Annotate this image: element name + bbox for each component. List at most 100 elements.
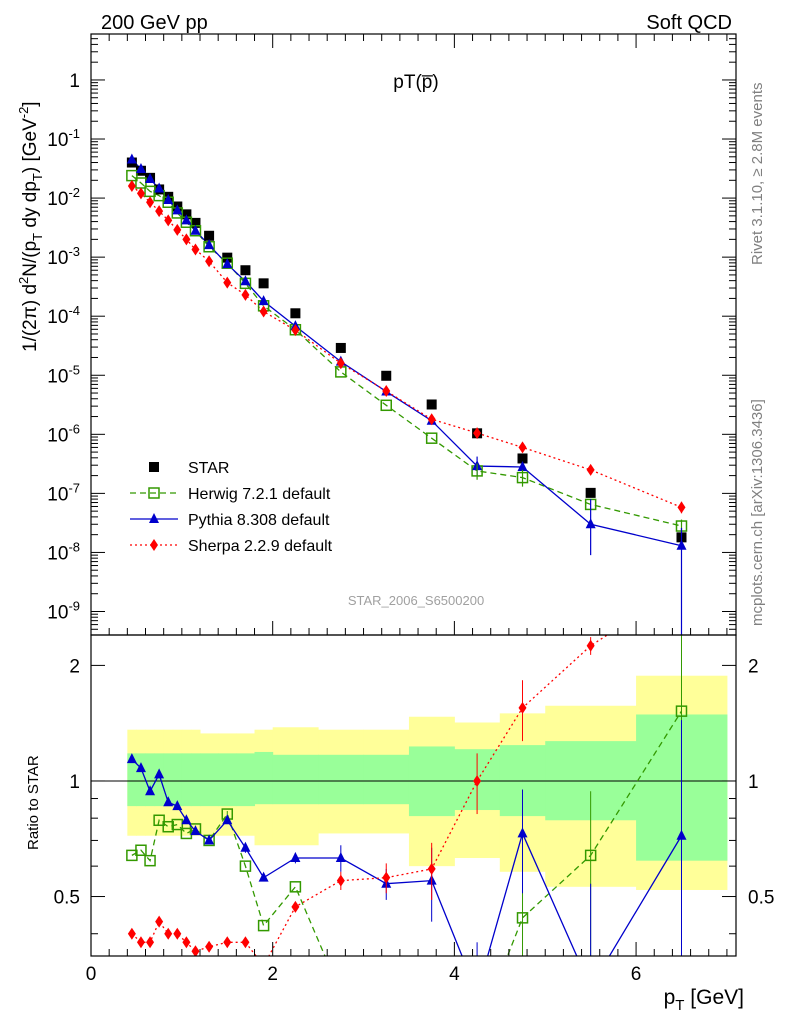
band-inner bbox=[363, 754, 410, 805]
point-3-16 bbox=[473, 427, 482, 440]
point-3-17 bbox=[518, 441, 527, 454]
point-3-5 bbox=[173, 223, 182, 236]
main-plot-layer bbox=[126, 153, 688, 635]
ratio-point-1-3 bbox=[154, 768, 165, 779]
point-3-7 bbox=[191, 243, 200, 256]
point-2-11 bbox=[258, 295, 269, 306]
point-2-10 bbox=[240, 275, 251, 286]
ratio-point-2-15 bbox=[427, 862, 436, 875]
ratio-point-0-11 bbox=[257, 919, 270, 932]
legend-marker bbox=[148, 487, 160, 499]
legend-label: Herwig 7.2.1 default bbox=[188, 486, 331, 503]
ratio-y-tick-label-right: 1 bbox=[748, 772, 759, 793]
ratio-frame bbox=[90, 634, 737, 957]
band-inner bbox=[254, 751, 274, 805]
ratio-point-1-13 bbox=[335, 851, 346, 862]
ratio-point-0-19 bbox=[675, 705, 688, 717]
y-tick-label: 10-1 bbox=[47, 126, 80, 151]
ratio-point-1-11 bbox=[258, 871, 269, 882]
ratio-point-1-1 bbox=[135, 762, 146, 773]
point-3-8 bbox=[205, 255, 214, 268]
ratio-point-2-11 bbox=[260, 960, 268, 972]
ratio-point-0-5 bbox=[171, 818, 184, 831]
point-0-11 bbox=[258, 278, 269, 289]
point-3-10 bbox=[241, 288, 250, 301]
ratio-point-2-17 bbox=[518, 701, 527, 714]
ratio-point-2-9 bbox=[223, 936, 232, 949]
point-0-18 bbox=[585, 487, 596, 498]
x-tick-label: 2 bbox=[267, 964, 278, 985]
ratio-y-tick-label: 0.5 bbox=[54, 888, 80, 909]
ratio-point-0-10 bbox=[239, 860, 252, 872]
point-3-4 bbox=[164, 214, 173, 227]
rivet-label: Rivet 3.1.10, ≥ 2.8M events bbox=[749, 83, 766, 266]
y-tick-label: 10-9 bbox=[47, 598, 80, 623]
point-0-10 bbox=[240, 265, 251, 276]
point-3-14 bbox=[382, 385, 391, 398]
ratio-point-2-16 bbox=[473, 774, 482, 787]
y-tick-label: 10-3 bbox=[47, 244, 80, 269]
x-tick-label: 4 bbox=[449, 964, 460, 985]
ratio-point-2-0 bbox=[127, 927, 136, 940]
point-3-2 bbox=[146, 196, 155, 209]
y-tick-label: 10-6 bbox=[47, 421, 80, 446]
ratio-point-2-8 bbox=[205, 940, 214, 953]
ratio-point-1-12 bbox=[290, 851, 301, 862]
ratio-point-1-19 bbox=[676, 829, 687, 840]
point-0-13 bbox=[335, 342, 346, 353]
y-tick-label: 10-8 bbox=[47, 539, 80, 564]
x-axis-title: pT [GeV] bbox=[664, 986, 744, 1014]
ratio-point-2-2 bbox=[146, 936, 155, 949]
point-0-7 bbox=[190, 217, 201, 228]
y-tick-label: 10-4 bbox=[47, 303, 80, 328]
point-2-1 bbox=[135, 163, 146, 174]
band-inner bbox=[218, 753, 237, 807]
band-inner bbox=[127, 753, 137, 807]
point-3-6 bbox=[182, 233, 191, 246]
ratio-point-2-3 bbox=[155, 915, 164, 928]
legend-marker bbox=[150, 539, 158, 551]
ratio-point-1-4 bbox=[163, 796, 174, 807]
legend-label: Sherpa 2.2.9 default bbox=[188, 538, 333, 555]
ratio-y-tick-label: 2 bbox=[69, 656, 80, 677]
band-inner bbox=[272, 754, 319, 805]
ratio-point-0-3 bbox=[153, 814, 165, 827]
ratio-point-0-1 bbox=[135, 844, 147, 856]
point-3-13 bbox=[336, 357, 345, 370]
ratio-point-2-13 bbox=[336, 874, 345, 887]
legend-label: Pythia 8.308 default bbox=[188, 512, 330, 529]
ratio-point-1-8 bbox=[204, 834, 215, 845]
x-tick-label: 0 bbox=[86, 964, 97, 985]
point-2-7 bbox=[190, 224, 201, 235]
ratio-point-1-18 bbox=[586, 981, 596, 991]
point-2-0 bbox=[126, 153, 137, 164]
ratio-point-0-18 bbox=[584, 849, 597, 862]
header-left: 200 GeV pp bbox=[101, 12, 208, 34]
band-inner bbox=[136, 753, 147, 807]
ratio-point-1-6 bbox=[181, 814, 192, 825]
band-inner bbox=[318, 754, 365, 805]
mcplots-label: mcplots.cern.ch [arXiv:1306.3436] bbox=[749, 399, 766, 626]
point-0-12 bbox=[290, 308, 301, 319]
ratio-plot-layer bbox=[126, 635, 688, 997]
point-3-15 bbox=[427, 413, 436, 426]
point-0-17 bbox=[517, 453, 528, 464]
ratio-point-0-17 bbox=[516, 912, 529, 924]
ratio-point-1-7 bbox=[190, 825, 201, 836]
point-3-18 bbox=[586, 463, 595, 476]
y-tick-label: 10-7 bbox=[47, 480, 80, 505]
ratio-point-1-2 bbox=[145, 785, 156, 796]
point-3-12 bbox=[291, 324, 300, 337]
point-0-14 bbox=[381, 370, 392, 381]
ratio-y-tick-label-right: 2 bbox=[748, 656, 759, 677]
y-tick-label: 10-2 bbox=[47, 185, 80, 210]
band-inner bbox=[145, 753, 156, 807]
point-2-17 bbox=[517, 460, 528, 471]
band-inner bbox=[200, 753, 219, 807]
axes: 0 2 4 6 1 10-1 10-2 10-3 10-4 10-5 10-6 10-7 10-8 10-… bbox=[47, 33, 774, 985]
ratio-point-2-12 bbox=[291, 900, 300, 913]
ratio-point-1-16 bbox=[472, 987, 482, 997]
legend-label: STAR bbox=[188, 460, 229, 477]
plot-title: pT(p̅) bbox=[393, 72, 438, 93]
y-tick-label: 1 bbox=[69, 71, 80, 92]
